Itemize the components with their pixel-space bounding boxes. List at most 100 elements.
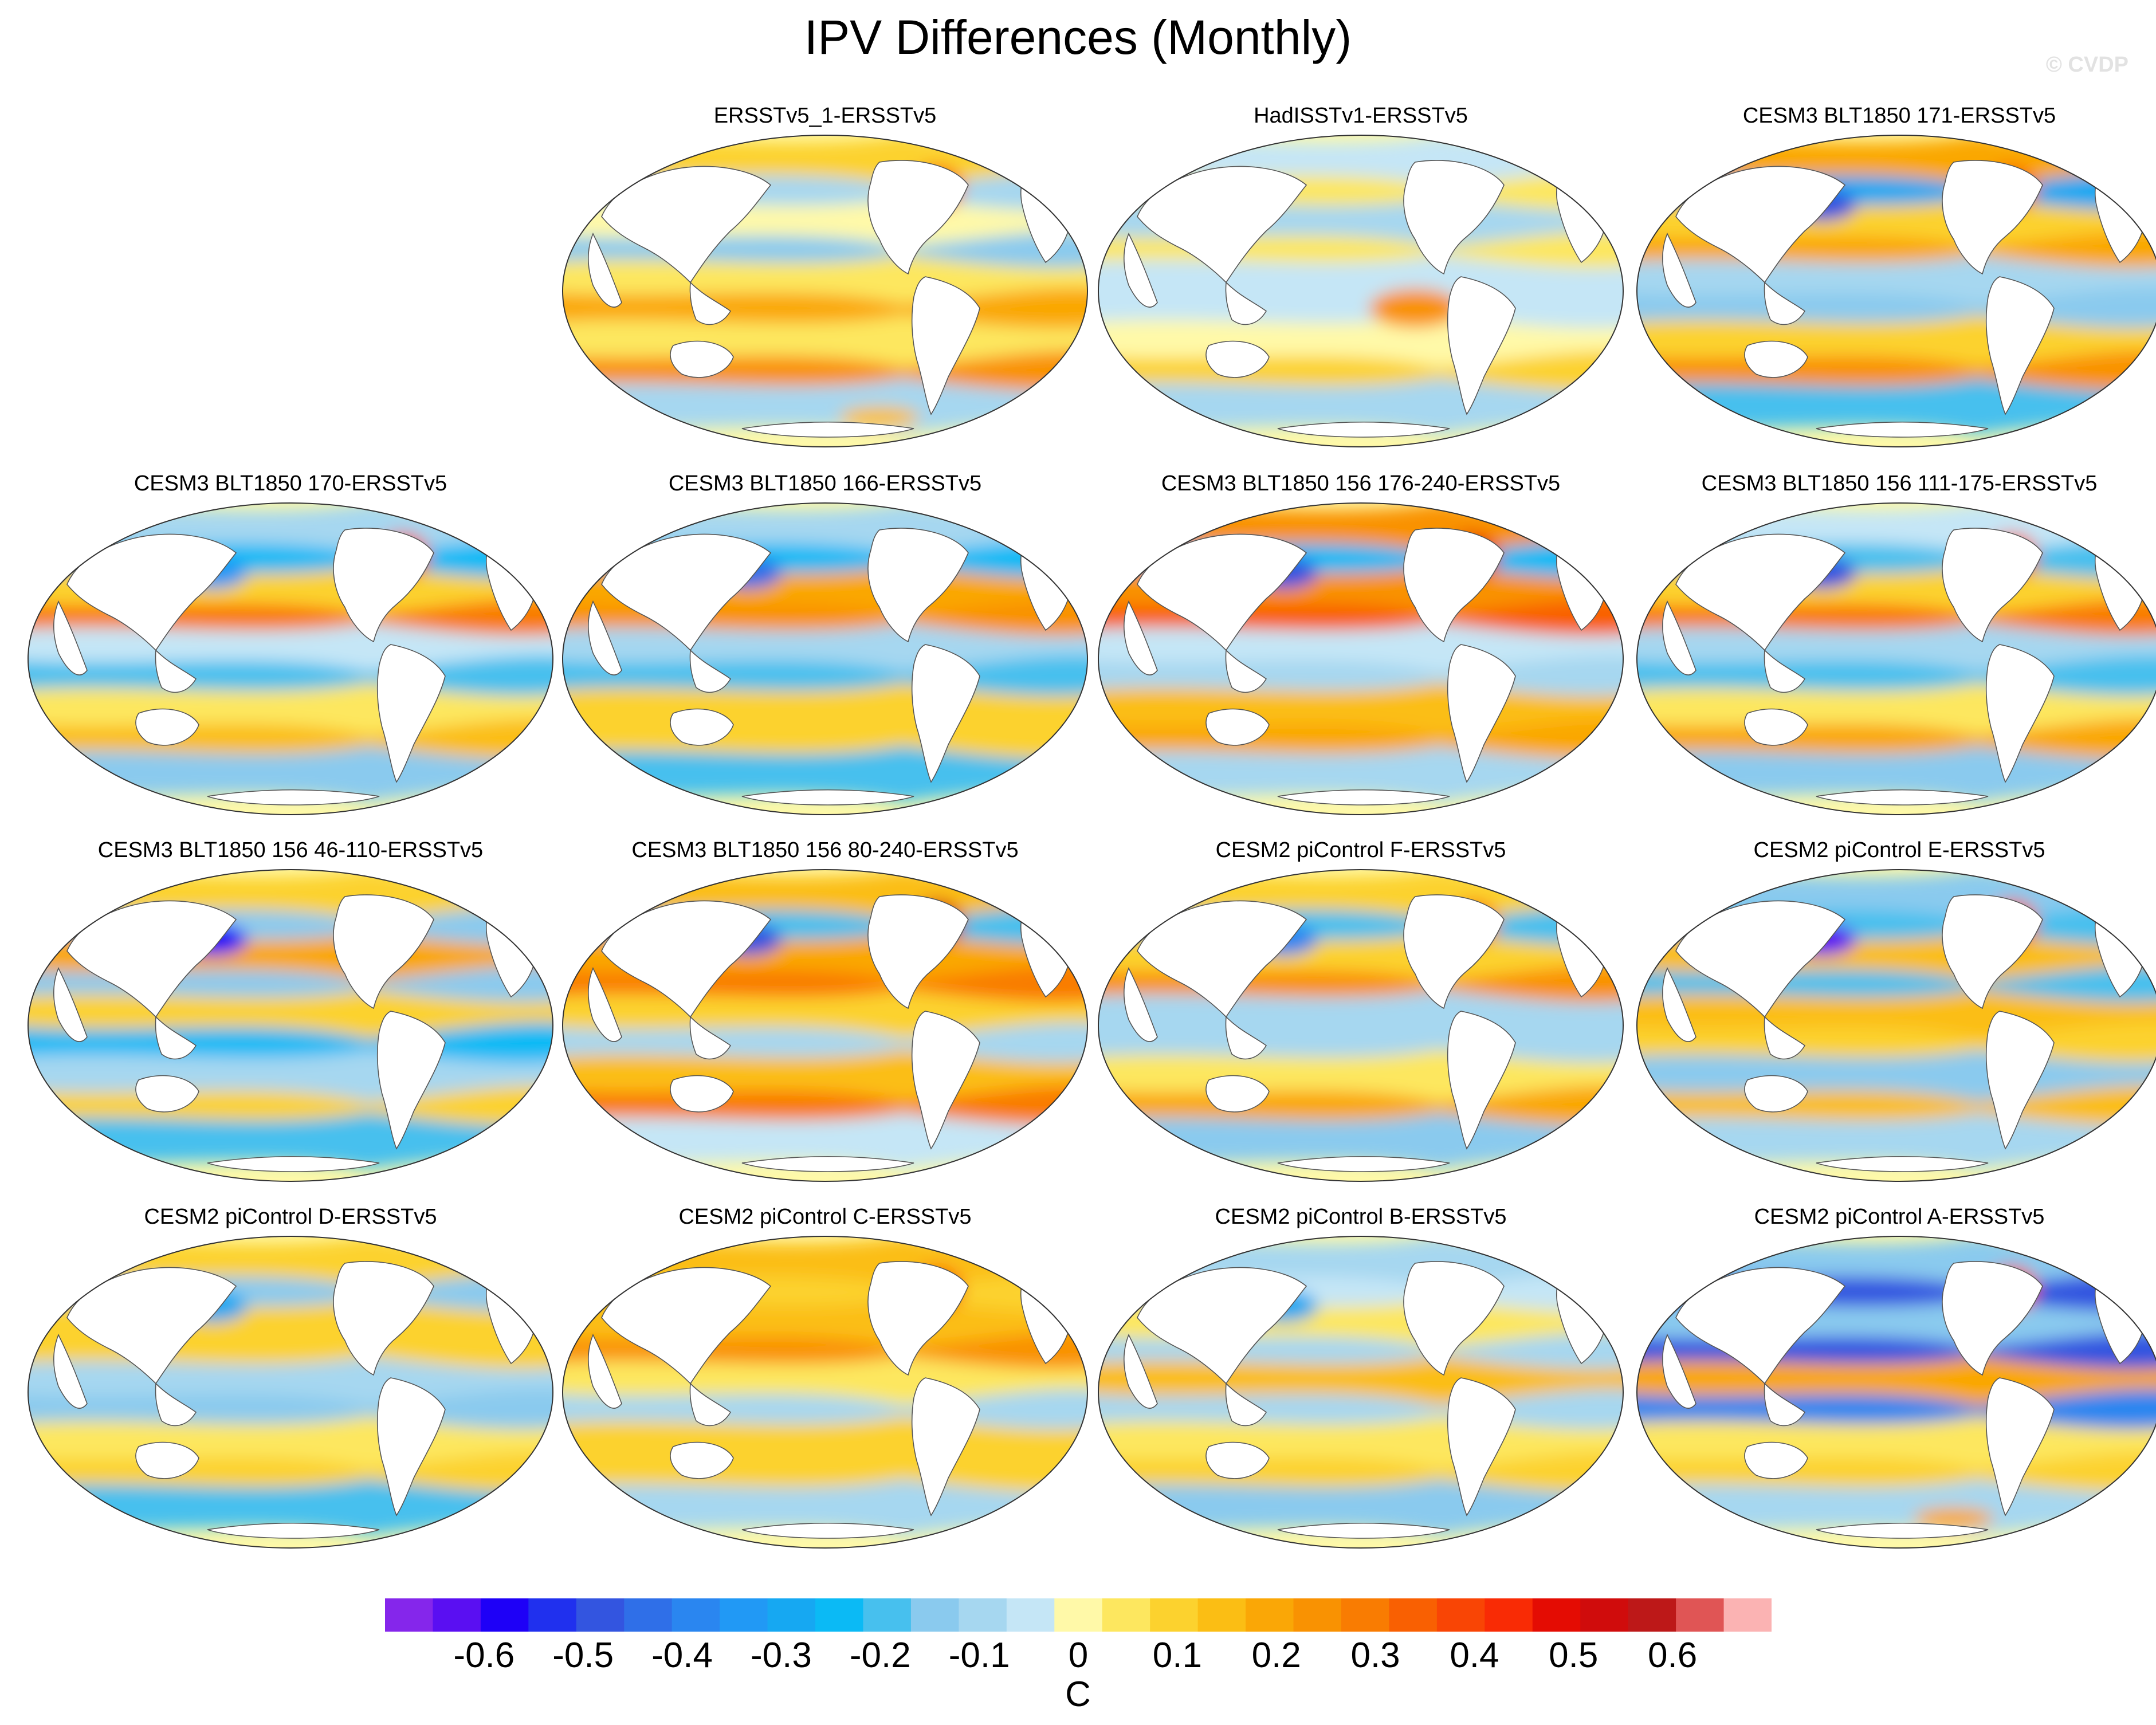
map-border <box>28 869 553 1182</box>
anomaly-hotspot <box>1369 289 1461 328</box>
colorbar-tick-label: 0.5 <box>1549 1636 1599 1675</box>
colorbar-swatch <box>1150 1598 1199 1632</box>
robinson-map <box>1098 1236 1624 1549</box>
colorbar-swatch <box>1723 1598 1772 1632</box>
colorbar-swatch <box>1436 1598 1485 1632</box>
colorbar-swatch <box>1102 1598 1150 1632</box>
continent-outline <box>1403 160 1505 275</box>
continent-outline <box>155 649 197 693</box>
map-panel: CESM2 piControl F-ERSSTv5 <box>1094 836 1627 1203</box>
colorbar-swatch <box>1197 1598 1246 1632</box>
continent-outline <box>155 1016 197 1060</box>
continent-outline <box>1123 600 1158 675</box>
map-panel: CESM3 BLT1850 156 111-175-ERSSTv5 <box>1633 470 2156 836</box>
colorbar-tick-label: 0.3 <box>1350 1636 1400 1675</box>
colorbar-swatch <box>959 1598 1007 1632</box>
robinson-map <box>1636 869 2156 1182</box>
colorbar-swatch <box>1006 1598 1055 1632</box>
map-border <box>562 135 1088 447</box>
panel-title: CESM3 BLT1850 156 176-240-ERSSTv5 <box>1161 471 1561 496</box>
continent-outline <box>689 649 732 693</box>
panel-title: CESM3 BLT1850 156 46-110-ERSSTv5 <box>97 838 484 862</box>
continent-outline <box>1447 1011 1516 1150</box>
map-border <box>1636 135 2156 447</box>
watermark: © CVDP <box>2045 53 2128 77</box>
colorbar-swatch <box>433 1598 481 1632</box>
continent-outline <box>207 1156 380 1172</box>
colorbar-tick-label: -0.3 <box>751 1636 812 1675</box>
continent-outline <box>1277 1522 1450 1539</box>
panel-title: CESM3 BLT1850 156 80-240-ERSSTv5 <box>631 838 1019 862</box>
panel-title: CESM2 piControl E-ERSSTv5 <box>1753 838 2045 862</box>
colorbar-tick-label: 0.1 <box>1152 1636 1202 1675</box>
continent-outline <box>1225 1016 1267 1060</box>
continent-outline <box>1447 276 1516 415</box>
robinson-map <box>28 869 553 1182</box>
map-border <box>1636 502 2156 815</box>
map-panel: CESM2 piControl A-ERSSTv5 <box>1633 1203 2156 1570</box>
continent-outline <box>670 340 734 378</box>
colorbar-swatches <box>385 1598 1772 1632</box>
colorbar-swatch <box>528 1598 577 1632</box>
continent-outline <box>1744 1441 1808 1479</box>
colorbar-swatch <box>720 1598 768 1632</box>
anomaly-hotspot <box>839 407 920 427</box>
continent-outline <box>911 1011 980 1150</box>
continent-outline <box>1225 649 1267 693</box>
continent-outline <box>1744 708 1808 746</box>
colorbar-swatch <box>576 1598 625 1632</box>
colorbar-tick-label: 0 <box>1068 1636 1089 1675</box>
map-panel: CESM3 BLT1850 166-ERSSTv5 <box>559 470 1091 836</box>
continent-outline <box>1205 1441 1270 1479</box>
continent-outline <box>1662 600 1696 675</box>
panel-title: CESM2 piControl D-ERSSTv5 <box>144 1205 437 1229</box>
continent-outline <box>135 708 199 746</box>
continent-outline <box>911 276 980 415</box>
colorbar-swatch <box>910 1598 959 1632</box>
colorbar-swatch <box>815 1598 863 1632</box>
continent-outline <box>1277 1156 1450 1172</box>
colorbar-swatch <box>767 1598 816 1632</box>
continent-outline <box>1764 649 1806 693</box>
continent-outline <box>1942 528 2043 643</box>
continent-outline <box>741 421 914 438</box>
continent-outline <box>1447 644 1516 783</box>
colorbar-swatch <box>385 1598 433 1632</box>
continent-outline <box>587 967 622 1042</box>
continent-outline <box>1447 1377 1516 1516</box>
continent-outline <box>1225 281 1267 325</box>
map-border <box>1098 135 1624 447</box>
figure-title: IPV Differences (Monthly) <box>804 10 1352 64</box>
continent-outline <box>911 644 980 783</box>
colorbar-swatch <box>1580 1598 1629 1632</box>
colorbar-tick-label: 0.2 <box>1251 1636 1301 1675</box>
continent-outline <box>670 1075 734 1113</box>
colorbar-swatch <box>1628 1598 1676 1632</box>
robinson-map <box>28 502 553 815</box>
map-border <box>1636 869 2156 1182</box>
continent-outline <box>1816 421 1989 438</box>
continent-outline <box>741 1156 914 1172</box>
colorbar-tick-label: -0.2 <box>849 1636 911 1675</box>
map-border <box>562 502 1088 815</box>
continent-outline <box>1942 160 2043 275</box>
continent-outline <box>135 1441 199 1479</box>
continent-outline <box>1985 1377 2055 1516</box>
continent-outline <box>1403 1261 1505 1376</box>
continent-outline <box>689 1016 732 1060</box>
map-border <box>562 1236 1088 1549</box>
colorbar-tick-label: -0.5 <box>552 1636 614 1675</box>
continent-outline <box>1277 421 1450 438</box>
panel-title: CESM2 piControl A-ERSSTv5 <box>1754 1205 2045 1229</box>
colorbar-swatch <box>863 1598 912 1632</box>
continent-outline <box>53 1334 88 1409</box>
continent-outline <box>207 789 380 805</box>
map-panel: CESM2 piControl E-ERSSTv5 <box>1633 836 2156 1203</box>
continent-outline <box>333 1261 434 1376</box>
continent-outline <box>1816 789 1989 805</box>
continent-outline <box>1985 276 2055 415</box>
continent-outline <box>1744 1075 1808 1113</box>
continent-outline <box>867 528 969 643</box>
colorbar-swatch <box>1485 1598 1533 1632</box>
map-panel: CESM2 piControl C-ERSSTv5 <box>559 1203 1091 1570</box>
